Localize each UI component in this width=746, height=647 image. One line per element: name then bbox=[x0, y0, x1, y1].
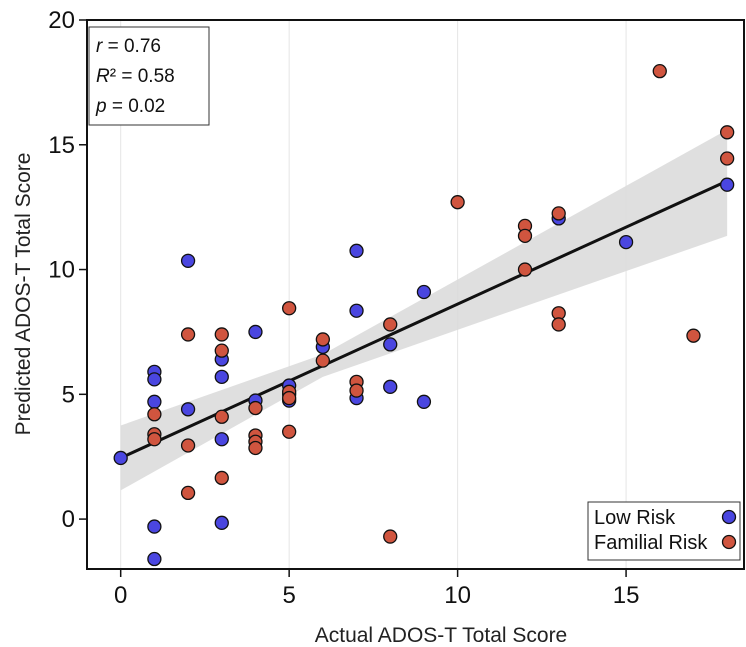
point-low-risk-19 bbox=[349, 303, 364, 318]
point-low-risk-9 bbox=[214, 369, 229, 385]
point-familial-risk-2 bbox=[147, 432, 162, 447]
point-familial-risk-3 bbox=[180, 327, 196, 342]
point-low-risk-4 bbox=[147, 519, 162, 534]
point-familial-risk-30 bbox=[551, 317, 566, 332]
point-familial-risk-23 bbox=[383, 529, 398, 544]
regression-line-group bbox=[120, 179, 728, 460]
y-tick-label-5: 5 bbox=[62, 381, 75, 408]
point-familial-risk-33 bbox=[720, 125, 735, 140]
point-familial-risk-14 bbox=[282, 301, 297, 316]
y-tick-label-0: 0 bbox=[62, 506, 75, 533]
legend: Low Risk Familial Risk bbox=[587, 501, 741, 561]
point-familial-risk-24 bbox=[450, 195, 465, 210]
point-low-risk-10 bbox=[214, 432, 229, 447]
plot-frame bbox=[86, 19, 745, 570]
stat-r: r = 0.76 bbox=[96, 36, 161, 57]
point-low-risk-23 bbox=[416, 284, 432, 300]
point-low-risk-21 bbox=[383, 337, 398, 352]
stats-box-frame bbox=[88, 26, 210, 126]
point-familial-risk-7 bbox=[214, 343, 229, 358]
point-low-risk-6 bbox=[180, 253, 196, 268]
legend-marker-familial-risk bbox=[721, 534, 737, 550]
legend-frame bbox=[587, 501, 741, 561]
point-low-risk-18 bbox=[349, 243, 364, 258]
legend-label-low-risk: Low Risk bbox=[594, 507, 676, 529]
regression-line bbox=[120, 179, 728, 460]
point-low-risk-26 bbox=[618, 234, 634, 250]
point-familial-risk-17 bbox=[282, 424, 297, 439]
point-low-risk-24 bbox=[416, 394, 432, 409]
point-familial-risk-22 bbox=[383, 317, 398, 332]
point-familial-risk-32 bbox=[686, 328, 701, 343]
point-low-risk-0 bbox=[113, 450, 128, 466]
point-familial-risk-16 bbox=[282, 390, 297, 406]
point-familial-risk-28 bbox=[551, 206, 566, 221]
y-tick-label-10: 10 bbox=[48, 257, 75, 284]
y-tick-label-20: 20 bbox=[48, 7, 75, 34]
point-familial-risk-21 bbox=[349, 383, 364, 398]
point-familial-risk-31 bbox=[652, 64, 667, 79]
point-low-risk-12 bbox=[248, 324, 263, 340]
point-familial-risk-0 bbox=[147, 407, 162, 422]
y-axis-title: Predicted ADOS-T Total Score bbox=[12, 153, 35, 436]
point-familial-risk-4 bbox=[180, 438, 196, 453]
point-familial-risk-8 bbox=[214, 409, 229, 424]
x-tick-label-10: 10 bbox=[444, 582, 471, 609]
point-familial-risk-10 bbox=[248, 400, 263, 416]
point-low-risk-22 bbox=[383, 379, 398, 394]
x-axis-title: Actual ADOS-T Total Score bbox=[315, 624, 568, 647]
point-low-risk-5 bbox=[147, 551, 162, 567]
point-familial-risk-18 bbox=[315, 332, 330, 347]
point-familial-risk-9 bbox=[214, 470, 229, 486]
confidence-band bbox=[120, 129, 728, 491]
axis-ticks: 0 5 10 15 0 5 10 15 20 bbox=[48, 7, 639, 609]
stats-box: r = 0.76 R² = 0.58 p = 0.02 bbox=[88, 26, 210, 126]
point-low-risk-2 bbox=[147, 372, 162, 387]
point-familial-risk-13 bbox=[248, 440, 263, 456]
point-low-risk-11 bbox=[214, 515, 229, 530]
confidence-band-area bbox=[120, 129, 728, 491]
stat-r2-value: 0.58 bbox=[138, 66, 175, 87]
y-tick-label-15: 15 bbox=[48, 132, 75, 159]
stat-p: p = 0.02 bbox=[95, 96, 165, 117]
point-familial-risk-34 bbox=[720, 151, 735, 166]
point-familial-risk-26 bbox=[517, 228, 533, 244]
point-low-risk-3 bbox=[147, 394, 162, 409]
stat-r2: R² = 0.58 bbox=[96, 66, 175, 87]
point-familial-risk-5 bbox=[180, 485, 196, 501]
data-points bbox=[113, 64, 735, 567]
point-low-risk-27 bbox=[720, 177, 735, 192]
x-tick-label-15: 15 bbox=[613, 582, 640, 609]
point-familial-risk-6 bbox=[214, 327, 229, 342]
x-tick-label-0: 0 bbox=[114, 582, 127, 609]
point-familial-risk-27 bbox=[517, 262, 533, 277]
x-tick-label-5: 5 bbox=[282, 582, 295, 609]
legend-marker-low-risk bbox=[721, 509, 737, 525]
point-low-risk-7 bbox=[180, 402, 196, 417]
stat-p-value: 0.02 bbox=[128, 96, 165, 117]
stat-r-value: 0.76 bbox=[124, 36, 161, 57]
point-familial-risk-19 bbox=[315, 353, 330, 368]
legend-label-familial-risk: Familial Risk bbox=[594, 532, 708, 554]
